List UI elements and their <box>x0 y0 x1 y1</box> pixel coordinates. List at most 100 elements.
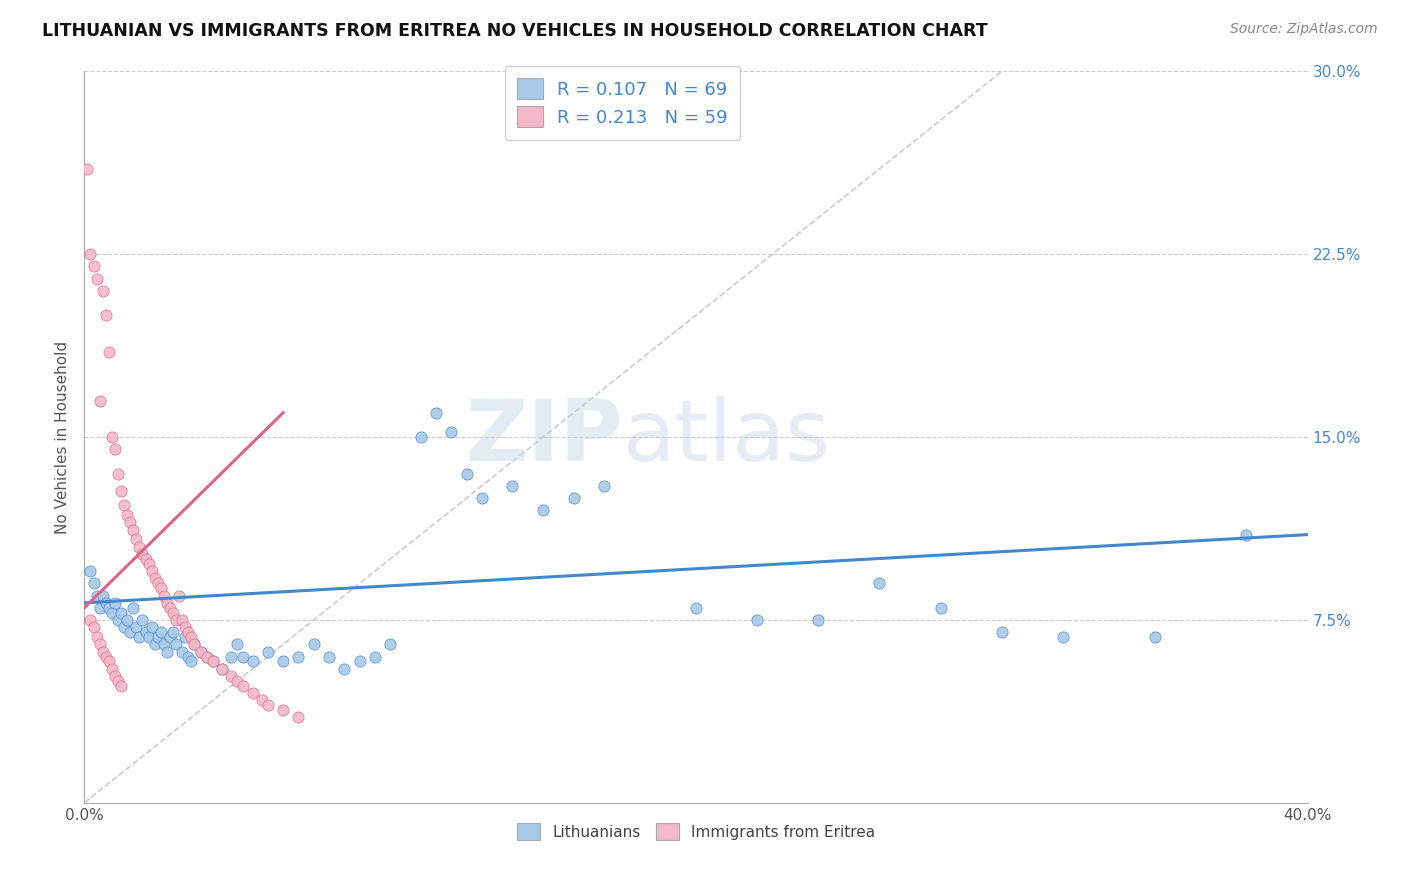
Point <box>86 589 108 603</box>
Point <box>165 613 187 627</box>
Point <box>97 344 120 359</box>
Point <box>219 649 242 664</box>
Point <box>122 600 145 615</box>
Point <box>250 693 273 707</box>
Point <box>180 654 202 668</box>
Point <box>302 637 325 651</box>
Point <box>162 606 184 620</box>
Point <box>364 649 387 664</box>
Point <box>183 637 205 651</box>
Point <box>159 600 181 615</box>
Point <box>153 637 176 651</box>
Point <box>333 662 356 676</box>
Point <box>97 654 120 668</box>
Point <box>380 637 402 651</box>
Point <box>89 600 111 615</box>
Point <box>91 589 114 603</box>
Point <box>83 620 105 634</box>
Point <box>190 645 212 659</box>
Point <box>94 596 117 610</box>
Point <box>172 613 194 627</box>
Point <box>122 523 145 537</box>
Point <box>242 654 264 668</box>
Point <box>991 625 1014 640</box>
Point <box>91 645 114 659</box>
Point <box>349 654 371 668</box>
Point <box>86 271 108 285</box>
Point <box>89 637 111 651</box>
Point <box>195 649 218 664</box>
Point <box>83 260 105 274</box>
Point <box>125 620 148 634</box>
Point <box>162 625 184 640</box>
Point <box>128 540 150 554</box>
Point <box>79 247 101 261</box>
Point <box>101 606 124 620</box>
Point <box>165 637 187 651</box>
Text: ZIP: ZIP <box>465 395 623 479</box>
Point <box>146 630 169 644</box>
Point <box>141 620 163 634</box>
Point <box>425 406 447 420</box>
Point <box>869 576 891 591</box>
Point <box>226 673 249 688</box>
Point <box>120 516 142 530</box>
Point <box>174 630 197 644</box>
Point <box>156 645 179 659</box>
Point <box>115 613 138 627</box>
Point <box>110 606 132 620</box>
Point <box>94 649 117 664</box>
Point <box>409 430 432 444</box>
Point <box>502 479 524 493</box>
Point <box>131 613 153 627</box>
Point <box>135 625 157 640</box>
Text: atlas: atlas <box>623 395 831 479</box>
Point <box>211 662 233 676</box>
Point <box>120 625 142 640</box>
Point <box>135 552 157 566</box>
Point <box>138 630 160 644</box>
Point <box>79 564 101 578</box>
Point <box>167 589 190 603</box>
Point <box>287 710 309 724</box>
Text: LITHUANIAN VS IMMIGRANTS FROM ERITREA NO VEHICLES IN HOUSEHOLD CORRELATION CHART: LITHUANIAN VS IMMIGRANTS FROM ERITREA NO… <box>42 22 988 40</box>
Point <box>562 491 585 505</box>
Point <box>257 645 280 659</box>
Point <box>125 533 148 547</box>
Point <box>159 630 181 644</box>
Point <box>146 576 169 591</box>
Point <box>172 645 194 659</box>
Point <box>104 596 127 610</box>
Point <box>131 547 153 561</box>
Point <box>149 625 172 640</box>
Point <box>271 654 294 668</box>
Text: Source: ZipAtlas.com: Source: ZipAtlas.com <box>1230 22 1378 37</box>
Point <box>97 600 120 615</box>
Point <box>149 581 172 595</box>
Y-axis label: No Vehicles in Household: No Vehicles in Household <box>55 341 70 533</box>
Point <box>219 669 242 683</box>
Point <box>747 613 769 627</box>
Legend: Lithuanians, Immigrants from Eritrea: Lithuanians, Immigrants from Eritrea <box>510 816 882 847</box>
Point <box>76 161 98 176</box>
Point <box>456 467 478 481</box>
Point <box>104 442 127 457</box>
Point <box>531 503 554 517</box>
Point <box>128 630 150 644</box>
Point <box>141 564 163 578</box>
Point <box>201 654 224 668</box>
Point <box>232 679 254 693</box>
Point <box>156 596 179 610</box>
Point <box>183 637 205 651</box>
Point <box>143 637 166 651</box>
Point <box>1143 630 1166 644</box>
Point <box>89 393 111 408</box>
Point <box>83 576 105 591</box>
Point <box>86 630 108 644</box>
Point <box>440 425 463 440</box>
Point <box>226 637 249 651</box>
Point <box>110 679 132 693</box>
Point <box>79 613 101 627</box>
Point <box>101 662 124 676</box>
Point <box>107 673 129 688</box>
